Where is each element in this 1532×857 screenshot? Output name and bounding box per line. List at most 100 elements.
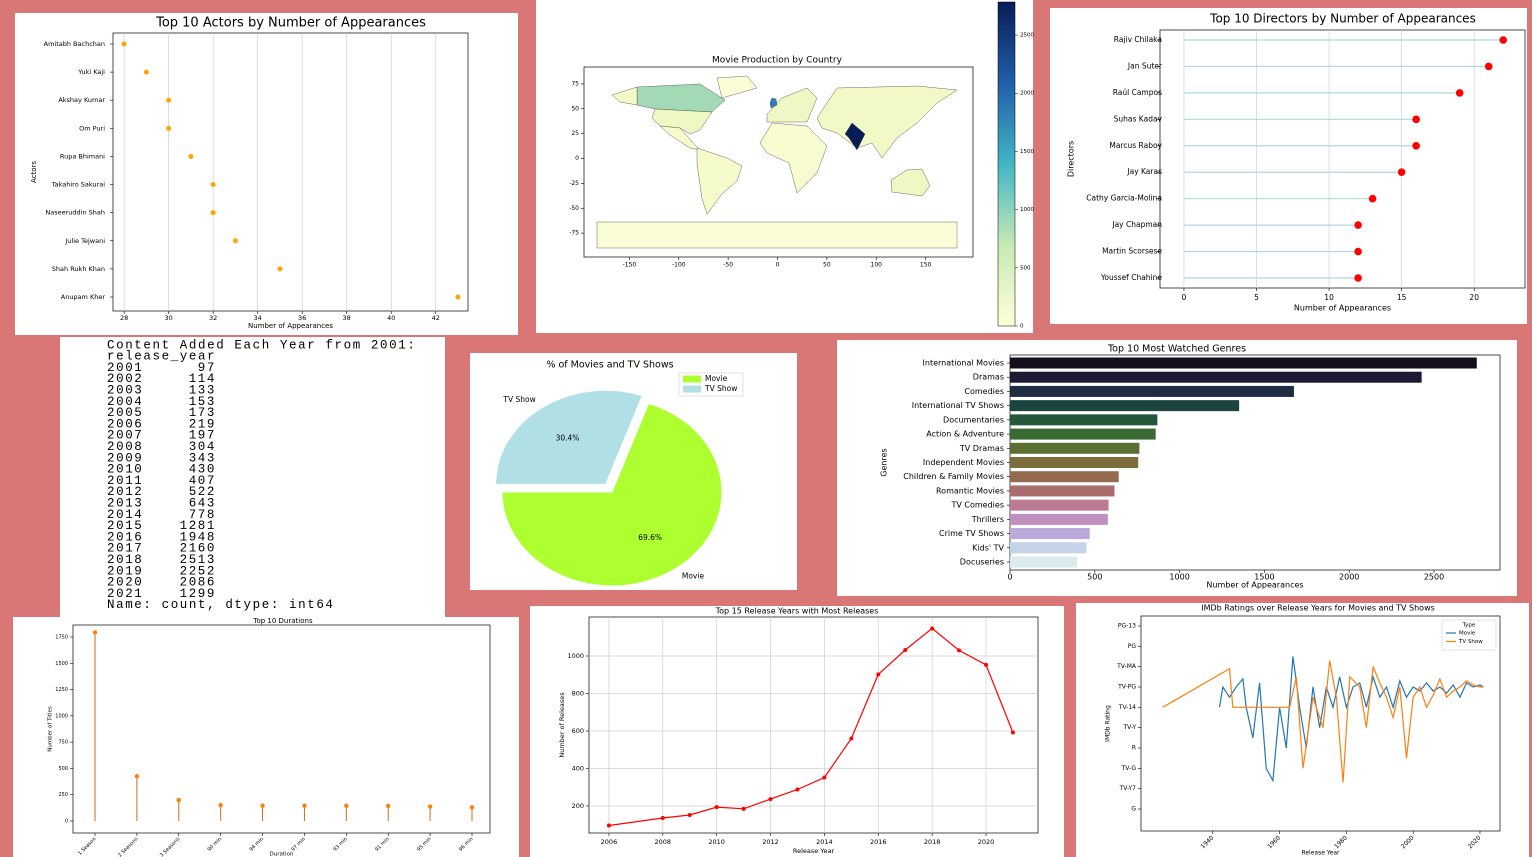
y-tick-label: Rajiv Chilaka	[1114, 35, 1162, 44]
y-tick-label: Independent Movies	[923, 458, 1004, 467]
y-tick-label: Jan Suter	[1127, 61, 1163, 70]
x-tick-label: 42	[432, 314, 440, 322]
x-tick-label: 10	[1324, 293, 1334, 302]
y-tick-label: Shah Rukh Khan	[52, 265, 105, 273]
x-tick-label: 2012	[762, 838, 779, 846]
console-year: 2017	[107, 542, 143, 556]
chart-title: Movie Production by Country	[712, 56, 843, 66]
x-tick-label: 36	[298, 314, 306, 322]
chart-title: IMDb Ratings over Release Years for Movi…	[1201, 604, 1435, 613]
x-tick-label: 2020	[978, 838, 995, 846]
marker	[984, 662, 989, 667]
x-tick-label: 2000	[1339, 573, 1359, 582]
bar	[1010, 371, 1422, 383]
y-tick-label: TV-PG	[1117, 683, 1136, 690]
plot-frame	[112, 32, 469, 312]
x-axis-label: Number of Appearances	[1206, 581, 1303, 590]
bar	[1010, 400, 1240, 412]
y-tick-label: Julie Tejwani	[64, 237, 105, 245]
console-year: 2014	[107, 508, 143, 522]
bar	[1010, 385, 1294, 397]
x-tick-label: 0	[1182, 293, 1187, 302]
dot	[302, 803, 307, 808]
dot	[1455, 89, 1464, 97]
map-land	[596, 75, 958, 249]
y-tick-label: 1250	[55, 687, 68, 693]
y-tick-label: 0	[65, 819, 68, 825]
y-tick-label: Akshay Kumar	[58, 96, 105, 104]
dot	[166, 125, 172, 131]
plot-frame	[72, 624, 491, 834]
console-count: 219	[189, 417, 216, 431]
x-tick-label: -150	[623, 262, 637, 269]
marker	[849, 736, 854, 741]
y-axis-label: Number of Releases	[558, 692, 566, 758]
console-year: 2020	[107, 576, 143, 590]
console-year: 2012	[107, 485, 143, 499]
console-count: 2513	[180, 553, 216, 567]
x-tick-label: 2500	[1424, 573, 1444, 582]
chart-title: Top 15 Release Years with Most Releases	[715, 607, 879, 616]
y-tick-label: Thrillers	[971, 515, 1004, 524]
console-year: 2007	[107, 429, 143, 443]
x-tick-label: 500	[1087, 573, 1102, 582]
x-tick-label: 2008	[655, 838, 672, 846]
chart-title: Top 10 Directors by Number of Appearance…	[1209, 12, 1476, 26]
y-tick-label: Dramas	[973, 373, 1004, 382]
legend-swatch	[683, 375, 701, 383]
y-tick-label: Amitabh Bachchan	[44, 40, 105, 48]
slice-label: Movie	[682, 571, 705, 580]
y-tick-label: 1000	[55, 713, 68, 719]
bar	[1010, 528, 1090, 540]
dot	[134, 774, 140, 779]
console-year: 2018	[107, 553, 143, 567]
panel	[15, 13, 518, 335]
chart-title: Top 10 Actors by Number of Appearances	[155, 16, 426, 31]
x-tick-label: 40	[387, 314, 395, 322]
y-axis-label: Genres	[880, 448, 889, 476]
plot-frame	[583, 66, 974, 258]
x-tick-label: 38	[343, 314, 351, 322]
y-tick-label: 1500	[55, 661, 68, 667]
bar	[1010, 485, 1115, 497]
x-tick-label: 34	[254, 314, 262, 322]
y-tick-label: Youssef Chahine	[1100, 273, 1163, 282]
x-tick-label: 15	[1397, 293, 1407, 302]
console-count: 173	[189, 406, 216, 420]
console-count: 343	[189, 451, 216, 465]
dot	[455, 294, 461, 300]
x-tick-label: 50	[823, 262, 831, 269]
console-year: 2002	[107, 372, 143, 386]
console-count: 2086	[180, 576, 216, 590]
marker	[606, 823, 611, 828]
dot	[386, 803, 391, 809]
bar	[1010, 499, 1109, 511]
y-tick-label: 1000	[567, 652, 584, 660]
y-tick-label: Jay Chapman	[1111, 220, 1162, 229]
x-tick-label: 2014	[816, 838, 833, 846]
colorbar	[997, 1, 1016, 327]
x-axis-label: Number of Appearances	[1294, 304, 1391, 313]
console-year: 2015	[107, 519, 143, 533]
console-count: 407	[189, 474, 216, 488]
y-tick-label: Comedies	[964, 387, 1004, 396]
x-tick-label: 5	[1254, 293, 1259, 302]
console-year: 2003	[107, 383, 143, 397]
x-tick-label: 2016	[870, 838, 887, 846]
colorbar-tick-label: 2500	[1020, 33, 1034, 39]
pie-slice	[501, 402, 723, 587]
marker	[741, 806, 746, 811]
x-tick-label: 150	[920, 262, 932, 269]
y-tick-label: 200	[572, 802, 584, 810]
x-axis-label: Duration	[270, 852, 294, 857]
x-axis-label: Number of Appearances	[248, 322, 333, 330]
x-axis-label: Release Year	[793, 847, 835, 855]
dot	[1397, 168, 1406, 177]
bar	[1010, 414, 1158, 426]
y-axis-label: Directors	[1067, 141, 1076, 177]
bar	[1010, 513, 1108, 525]
console-count: 643	[189, 496, 216, 510]
dot	[121, 41, 127, 47]
console-year: 2006	[107, 417, 143, 431]
